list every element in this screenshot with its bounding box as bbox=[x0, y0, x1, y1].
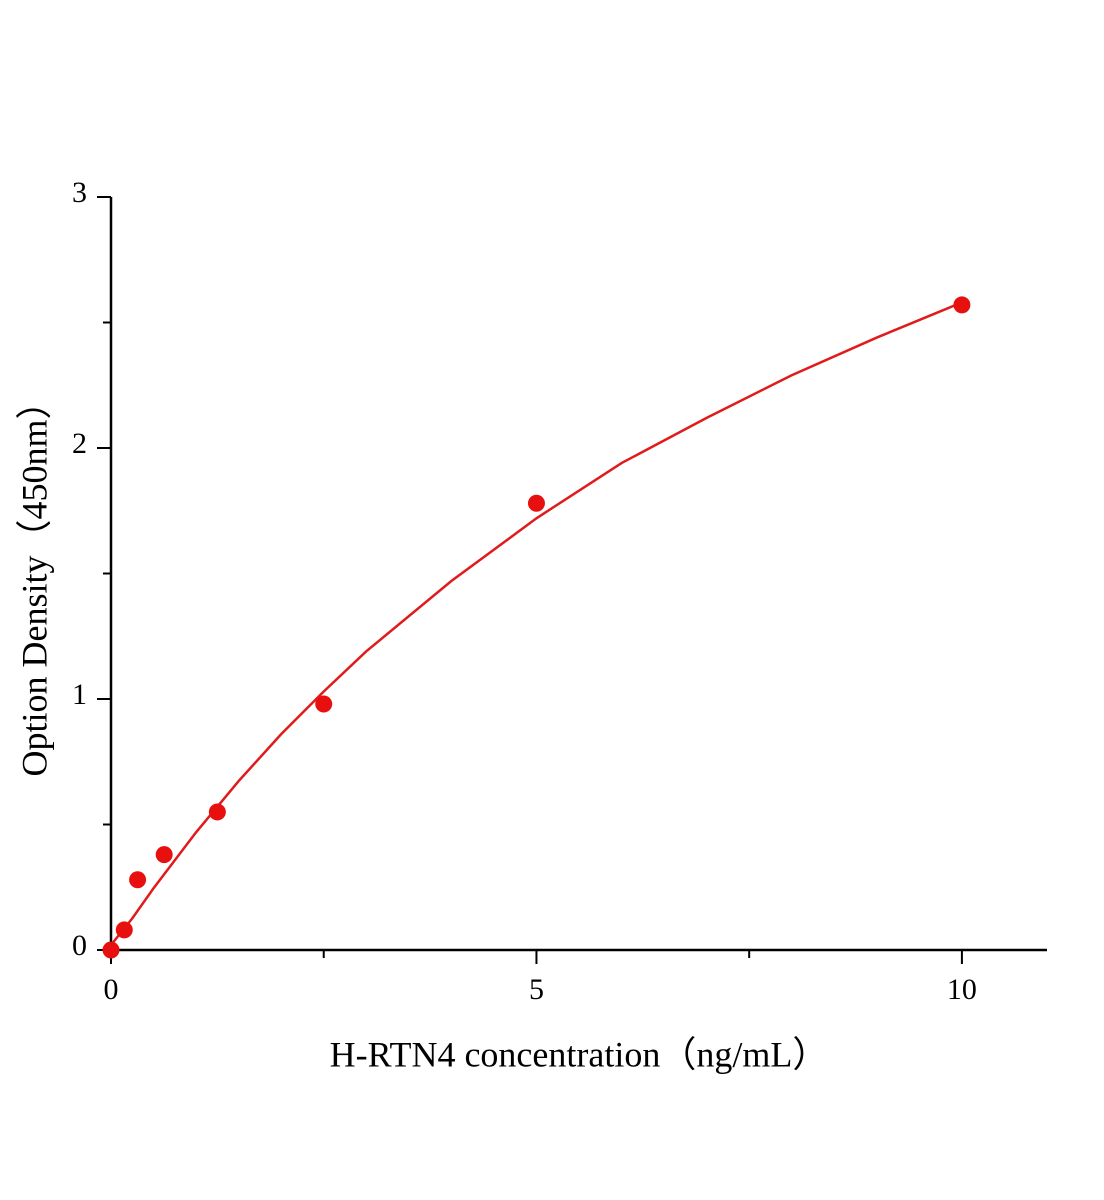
x-tick-label: 5 bbox=[529, 973, 544, 1006]
data-point bbox=[129, 871, 147, 889]
data-point bbox=[115, 921, 133, 939]
y-tick-label: 3 bbox=[72, 176, 87, 209]
y-tick-label: 2 bbox=[72, 427, 87, 460]
data-point bbox=[315, 695, 333, 713]
data-point bbox=[527, 494, 545, 512]
y-tick-label: 1 bbox=[72, 678, 87, 711]
data-point bbox=[208, 803, 226, 821]
data-point bbox=[102, 941, 120, 959]
x-tick-label: 10 bbox=[947, 973, 977, 1006]
data-point bbox=[953, 296, 971, 314]
x-axis-label: H-RTN4 concentration（ng/mL） bbox=[330, 1034, 829, 1074]
x-tick-label: 0 bbox=[104, 973, 119, 1006]
y-axis-label: Option Density（450nm） bbox=[14, 384, 54, 777]
fit-curve bbox=[110, 301, 963, 946]
y-tick-label: 0 bbox=[72, 929, 87, 962]
data-point bbox=[155, 846, 173, 864]
